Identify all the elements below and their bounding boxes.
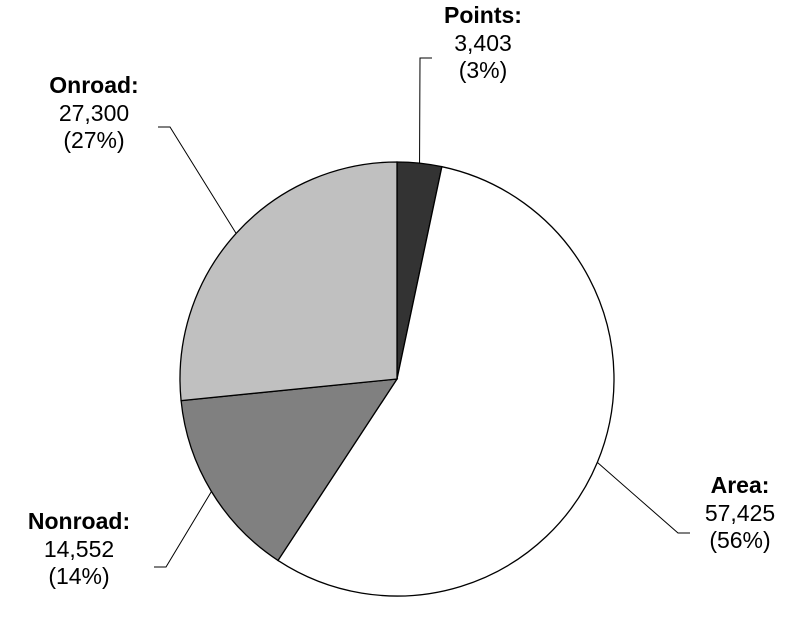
leader-line-nonroad [154, 491, 212, 568]
slice-name: Area: [710, 472, 770, 498]
slice-percent: (56%) [709, 527, 771, 554]
slice-label-points: Points: 3,403 (3%) [418, 2, 548, 85]
leader-line-onroad [158, 126, 237, 234]
leader-line-area [597, 462, 690, 534]
leader-lines [154, 57, 690, 568]
slice-onroad [179, 161, 398, 402]
slice-name: Nonroad: [27, 508, 131, 534]
pie-slices [179, 161, 615, 597]
slice-value: 27,300 [58, 99, 130, 126]
slice-value: 3,403 [454, 29, 512, 56]
slice-percent: (14%) [48, 563, 110, 590]
slice-label-onroad: Onroad: 27,300 (27%) [24, 72, 164, 155]
slice-percent: (27%) [63, 127, 125, 154]
slice-percent: (3%) [458, 57, 508, 84]
slice-label-nonroad: Nonroad: 14,552 (14%) [4, 508, 154, 591]
slice-value: 14,552 [43, 535, 115, 562]
leader-line-points [419, 57, 432, 164]
slice-value: 57,425 [704, 499, 776, 526]
slice-label-area: Area: 57,425 (56%) [688, 472, 792, 555]
slice-nonroad [180, 378, 399, 562]
slice-area [277, 165, 615, 597]
slice-name: Points: [444, 2, 522, 28]
slice-name: Onroad: [49, 72, 139, 98]
